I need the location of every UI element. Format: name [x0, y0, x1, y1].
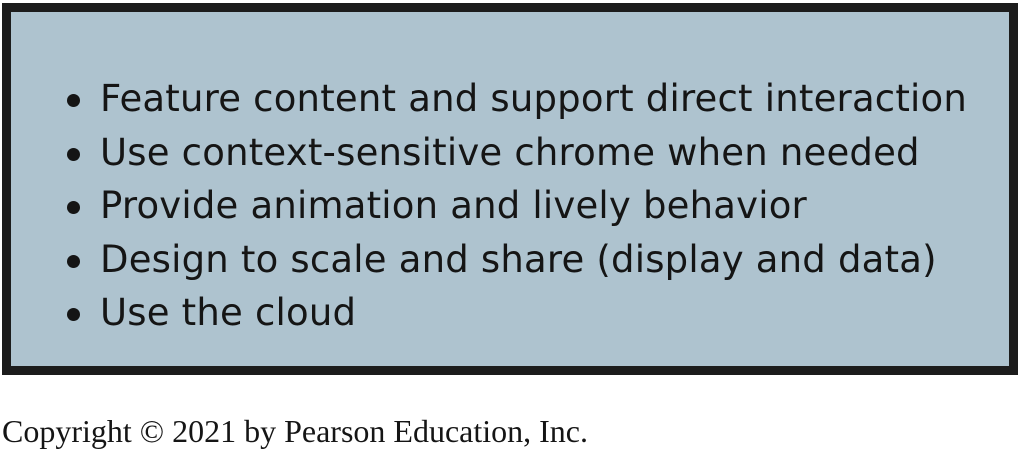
list-item-text: Design to scale and share (display and d… — [100, 237, 937, 281]
list-item: Provide animation and lively behavior — [67, 179, 967, 233]
bullet-icon — [67, 94, 80, 108]
bullet-icon — [67, 254, 80, 268]
list-item: Use the cloud — [67, 286, 967, 340]
guidelines-list: Feature content and support direct inter… — [67, 72, 967, 340]
list-item-text: Use context-sensitive chrome when needed — [100, 130, 920, 174]
list-item: Use context-sensitive chrome when needed — [67, 126, 967, 180]
list-item: Design to scale and share (display and d… — [67, 233, 967, 287]
list-item-text: Feature content and support direct inter… — [100, 77, 968, 121]
bullet-icon — [67, 201, 80, 215]
bullet-icon — [67, 308, 80, 322]
list-item: Feature content and support direct inter… — [67, 72, 967, 126]
copyright-notice: Copyright © 2021 by Pearson Education, I… — [2, 413, 588, 449]
guidelines-panel: Feature content and support direct inter… — [2, 3, 1018, 375]
list-item-text: Use the cloud — [100, 291, 357, 335]
bullet-icon — [67, 147, 80, 161]
list-item-text: Provide animation and lively behavior — [100, 184, 807, 228]
